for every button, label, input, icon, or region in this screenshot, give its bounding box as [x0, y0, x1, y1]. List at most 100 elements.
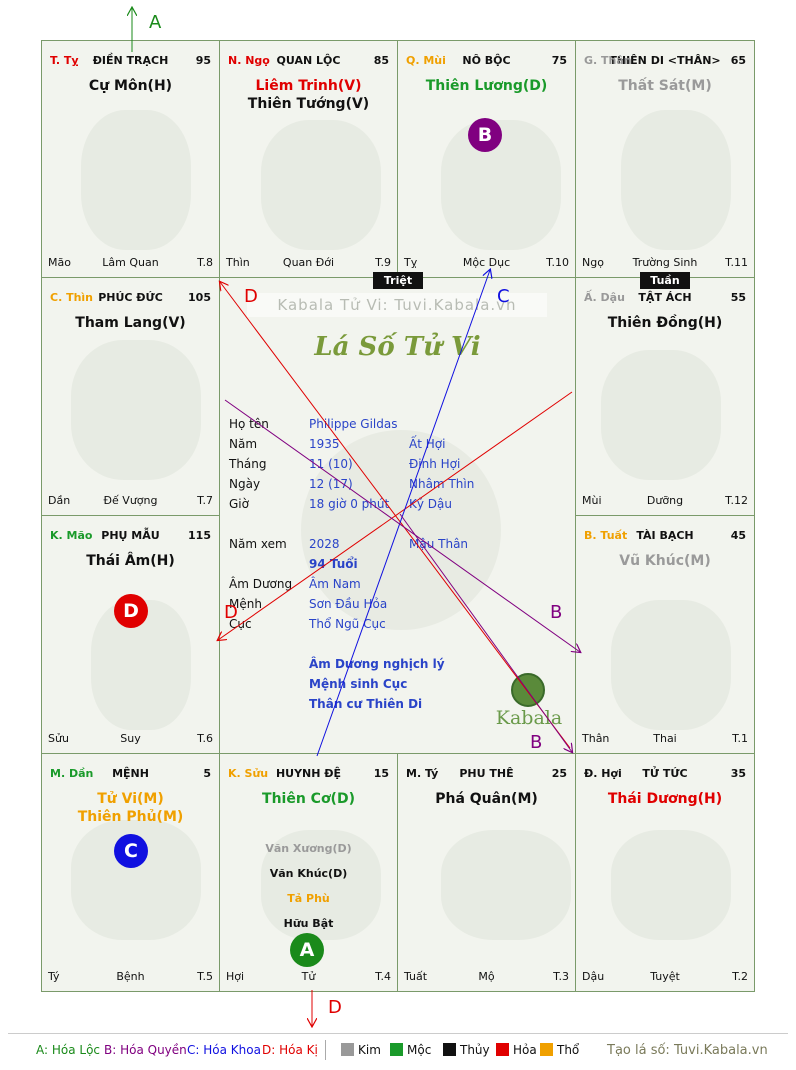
- palace-life-stage: Thai: [653, 732, 677, 745]
- palace-branch: G. Thân: [584, 54, 632, 67]
- palace-name: HUYNH ĐỆ: [275, 767, 342, 780]
- palace-tat-ach[interactable]: TẬT ÁCH Ấ. Dậu 55 Thiên Đồng(H) Mùi Dưỡng T.12: [575, 277, 755, 516]
- major-star: Phá Quân(M): [435, 791, 538, 807]
- info-can-chi: Nhâm Thìn: [409, 477, 475, 491]
- legend-element-label: Thủy: [460, 1043, 490, 1057]
- arrow-label-b-right: B: [550, 602, 563, 623]
- palace-life-stage: Bệnh: [116, 970, 145, 983]
- major-stars: Phá Quân(M): [398, 790, 575, 808]
- info-can-chi: Đinh Hợi: [409, 457, 461, 471]
- palace-month: T.2: [732, 970, 748, 983]
- palace-name: TỬ TỨC: [642, 767, 688, 780]
- palace-menh[interactable]: MỆNH M. Dần 5 Tử Vi(M) Thiên Phủ(M) Tý Bệnh T.5: [41, 753, 220, 992]
- zodiac-watermark-dragon: [71, 340, 201, 480]
- minor-star: Tả Phù: [287, 892, 330, 905]
- arrow-label-a: A: [149, 12, 162, 33]
- palace-tai-bach[interactable]: TÀI BẠCH B. Tuất 45 Vũ Khúc(M) Thân Thai T.1: [575, 515, 755, 754]
- major-star: Tử Vi(M): [97, 791, 164, 807]
- palace-sub-branch: Thìn: [226, 256, 250, 269]
- info-can-chi: Ất Hợi: [409, 437, 446, 451]
- palace-no-boc[interactable]: NÔ BỘC Q. Mùi 75 Thiên Lương(D) Tỵ Mộc Dục T.1…: [397, 40, 576, 278]
- info-label: Ngày: [229, 477, 261, 491]
- legend-element: Thủy: [443, 1043, 490, 1057]
- palace-month: T.1: [732, 732, 748, 745]
- color-swatch-icon: [540, 1043, 553, 1056]
- palace-phu-mau[interactable]: PHỤ MẪU K. Mão 115 Thái Âm(H) Sửu Suy T.6: [41, 515, 220, 754]
- info-value: Âm Nam: [309, 577, 361, 591]
- hoa-ki-marker: D: [114, 594, 148, 628]
- zodiac-watermark-snake: [81, 110, 191, 250]
- legend-element-label: Hỏa: [513, 1043, 537, 1057]
- hoa-loc-marker: A: [290, 933, 324, 967]
- chart-note: Thân cư Thiên Di: [309, 697, 423, 711]
- info-label: Tháng: [229, 457, 267, 471]
- palace-month: T.10: [546, 256, 569, 269]
- palace-month: T.5: [197, 970, 213, 983]
- palace-age: 115: [188, 529, 211, 542]
- palace-name: PHÚC ĐỨC: [98, 291, 163, 304]
- arrow-label-d-top: D: [244, 286, 258, 307]
- arrow-label-d-bottom: D: [328, 997, 342, 1018]
- hoa-khoa-marker: C: [114, 834, 148, 868]
- info-label: Âm Dương: [229, 577, 293, 591]
- major-stars: Thiên Lương(D): [398, 77, 575, 95]
- legend-element-label: Thổ: [557, 1043, 580, 1057]
- info-can-chi: Kỷ Dậu: [409, 497, 452, 511]
- legend-element-label: Kim: [358, 1043, 381, 1057]
- legend-element: Thổ: [540, 1043, 579, 1057]
- palace-life-stage: Mộ: [478, 970, 495, 983]
- zodiac-watermark-dog: [611, 600, 731, 730]
- info-label: Giờ: [229, 497, 249, 511]
- palace-name: PHU THÊ: [459, 767, 514, 780]
- palace-phu-the[interactable]: PHU THÊ M. Tý 25 Phá Quân(M) Tuất Mộ T.3: [397, 753, 576, 992]
- palace-footer: Mùi Dưỡng T.12: [582, 494, 748, 508]
- site-credit: Tạo lá số: Tuvi.Kabala.vn: [607, 1043, 768, 1058]
- palace-month: T.3: [553, 970, 569, 983]
- palace-thien-di[interactable]: THIÊN DI <THÂN> G. Thân 65 Thất Sát(M) Ngọ Tr…: [575, 40, 755, 278]
- palace-name: QUAN LỘC: [276, 54, 341, 67]
- palace-header: MỆNH M. Dần 5: [50, 767, 211, 781]
- legend-hoa-khoa: C: Hóa Khoa: [187, 1043, 261, 1057]
- info-value: 12 (17): [309, 477, 353, 491]
- tuvi-chart: ĐIỀN TRẠCH T. Tỵ 95 Cự Môn(H) Mão Lâm Quan T.8…: [41, 40, 755, 992]
- palace-month: T.9: [375, 256, 391, 269]
- arrow-label-d-left: D: [224, 602, 238, 623]
- palace-header: TỬ TỨC Đ. Hợi 35: [584, 767, 746, 781]
- triet-tag: Triệt: [373, 272, 423, 289]
- palace-header: THIÊN DI <THÂN> G. Thân 65: [584, 54, 746, 68]
- palace-name: THIÊN DI <THÂN>: [609, 54, 721, 67]
- palace-quan-loc[interactable]: QUAN LỘC N. Ngọ 85 Liêm Trinh(V) Thiên Tướng…: [219, 40, 398, 278]
- palace-footer: Thân Thai T.1: [582, 732, 748, 746]
- palace-sub-branch: Mão: [48, 256, 71, 269]
- palace-life-stage: Lâm Quan: [102, 256, 159, 269]
- palace-age: 85: [373, 54, 389, 67]
- palace-footer: Mão Lâm Quan T.8: [48, 256, 213, 270]
- palace-tu-tuc[interactable]: TỬ TỨC Đ. Hợi 35 Thái Dương(H) Dậu Tuyệt T.2: [575, 753, 755, 992]
- palace-dien-trach[interactable]: ĐIỀN TRẠCH T. Tỵ 95 Cự Môn(H) Mão Lâm Quan T.8: [41, 40, 220, 278]
- palace-sub-branch: Dần: [48, 494, 71, 507]
- major-stars: Cự Môn(H): [42, 77, 219, 95]
- info-value: Sơn Đầu Hỏa: [309, 597, 388, 611]
- palace-header: NÔ BỘC Q. Mùi 75: [406, 54, 567, 68]
- palace-footer: Sửu Suy T.6: [48, 732, 213, 746]
- major-star: Thiên Đồng(H): [607, 315, 723, 331]
- palace-branch: Q. Mùi: [406, 54, 446, 67]
- minor-star: Văn Xương(D): [265, 842, 352, 855]
- palace-age: 95: [195, 54, 211, 67]
- palace-month: T.6: [197, 732, 213, 745]
- palace-month: T.12: [725, 494, 748, 507]
- info-value: Philippe Gildas: [309, 417, 398, 431]
- palace-phuc-duc[interactable]: PHÚC ĐỨC C. Thìn 105 Tham Lang(V) Dần Đế Vượn…: [41, 277, 220, 516]
- tree-icon: [511, 673, 545, 707]
- palace-branch: B. Tuất: [584, 529, 628, 542]
- info-value: 2028: [309, 537, 340, 551]
- major-star: Thái Âm(H): [86, 553, 175, 569]
- palace-month: T.8: [197, 256, 213, 269]
- palace-footer: Hợi Tử T.4: [226, 970, 391, 984]
- chart-note: Mệnh sinh Cục: [309, 677, 408, 691]
- major-stars: Thái Dương(H): [576, 790, 754, 808]
- color-swatch-icon: [496, 1043, 509, 1056]
- palace-header: TÀI BẠCH B. Tuất 45: [584, 529, 746, 543]
- chart-note: Âm Dương nghịch lý: [309, 657, 445, 671]
- color-swatch-icon: [443, 1043, 456, 1056]
